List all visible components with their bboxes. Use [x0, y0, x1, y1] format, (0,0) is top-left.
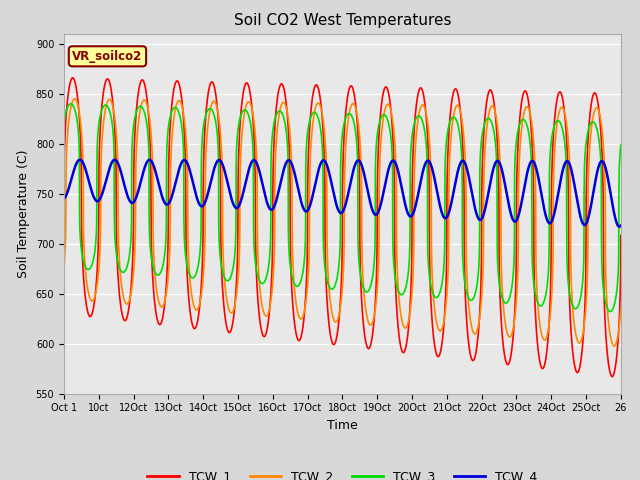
TCW_1 [60, 192, 68, 199]
TCW_3 [60, 120, 68, 126]
TCW_1 [617, 233, 625, 239]
TCW_3 [67, 101, 75, 107]
TCW_1 [611, 367, 619, 372]
TCW_3 [617, 142, 625, 148]
TCW_4 [463, 166, 471, 172]
TCW_2 [532, 250, 540, 256]
TCW_2 [611, 343, 619, 348]
TCW_4 [616, 224, 623, 229]
TCW_4 [611, 213, 618, 219]
Title: Soil CO2 West Temperatures: Soil CO2 West Temperatures [234, 13, 451, 28]
TCW_2 [617, 306, 625, 312]
TCW_2 [499, 290, 506, 296]
TCW_1 [414, 92, 422, 98]
TCW_1 [608, 374, 616, 380]
TCW_1 [69, 75, 77, 81]
TCW_1 [174, 79, 182, 84]
TCW_2 [174, 98, 182, 104]
TCW_1 [499, 335, 506, 340]
TCW_4 [76, 157, 84, 163]
TCW_3 [499, 296, 506, 301]
TCW_4 [617, 223, 625, 228]
TCW_3 [463, 291, 471, 297]
TCW_3 [174, 108, 182, 114]
TCW_1 [532, 319, 540, 324]
TCW_3 [611, 300, 619, 305]
Line: TCW_1: TCW_1 [64, 78, 621, 377]
TCW_2 [414, 118, 422, 124]
TCW_3 [606, 309, 614, 314]
TCW_3 [414, 113, 422, 119]
Line: TCW_2: TCW_2 [64, 99, 621, 346]
TCW_3 [532, 294, 540, 300]
Legend: TCW_1, TCW_2, TCW_3, TCW_4: TCW_1, TCW_2, TCW_3, TCW_4 [142, 465, 543, 480]
Line: TCW_3: TCW_3 [64, 104, 621, 312]
TCW_2 [611, 343, 618, 349]
TCW_2 [60, 264, 68, 270]
Y-axis label: Soil Temperature (C): Soil Temperature (C) [17, 149, 30, 278]
TCW_1 [463, 322, 471, 328]
TCW_4 [532, 164, 540, 170]
Text: VR_soilco2: VR_soilco2 [72, 50, 143, 63]
TCW_4 [60, 196, 68, 202]
TCW_4 [414, 192, 422, 198]
TCW_2 [463, 274, 471, 279]
TCW_2 [71, 96, 79, 102]
TCW_4 [499, 169, 506, 175]
Line: TCW_4: TCW_4 [64, 160, 621, 227]
X-axis label: Time: Time [327, 419, 358, 432]
TCW_4 [174, 169, 182, 175]
